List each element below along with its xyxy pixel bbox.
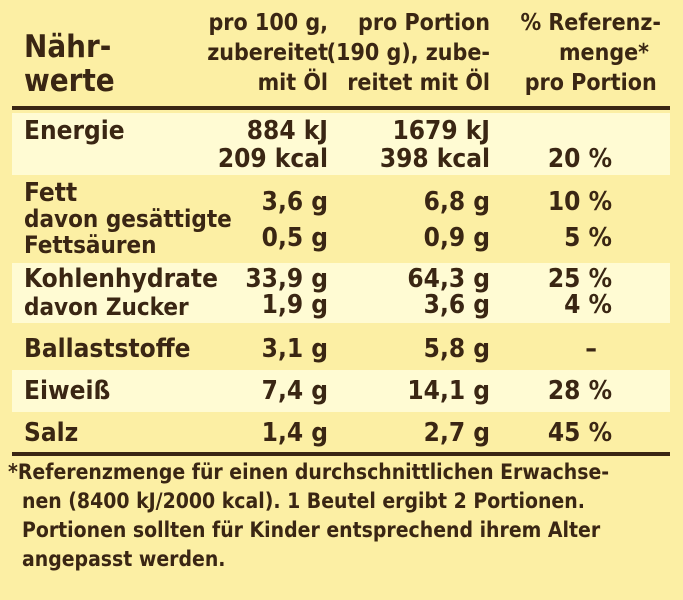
header-reference-line3: pro Portion xyxy=(524,70,657,96)
energie-portion-kcal: 398 kcal xyxy=(379,144,490,174)
band-energie xyxy=(12,113,670,175)
footnote-line2: nen (8400 kJ/2000 kcal). 1 Beutel ergibt… xyxy=(22,489,585,513)
kh-reference: 25 % xyxy=(547,264,612,294)
zucker-portion: 3,6 g xyxy=(423,290,490,320)
label-fettsaeuren: Fettsäuren xyxy=(24,231,157,259)
header-divider xyxy=(12,106,670,110)
header-per-100g-line1: pro 100 g, xyxy=(208,10,328,36)
salz-reference: 45 % xyxy=(547,418,612,448)
gesaettigt-reference: 5 % xyxy=(564,223,612,253)
salz-100g: 1,4 g xyxy=(261,418,328,448)
gesaettigt-100g: 0,5 g xyxy=(261,223,328,253)
band-eiweiss xyxy=(12,370,670,412)
label-fett: Fett xyxy=(24,178,78,208)
energie-reference: 20 % xyxy=(547,144,612,174)
gesaettigt-portion: 0,9 g xyxy=(423,223,490,253)
header-reference: % Referenz- menge* pro Portion xyxy=(520,8,661,98)
header-per-100g-line3: mit Öl xyxy=(257,70,328,96)
ballast-100g: 3,1 g xyxy=(261,334,328,364)
footer-divider xyxy=(12,452,670,456)
header-reference-line1: % Referenz- xyxy=(520,10,661,36)
header-per-portion-line1: pro Portion xyxy=(358,10,490,36)
salz-portion: 2,7 g xyxy=(423,418,490,448)
header-naehrwerte-line2: werte xyxy=(24,63,115,99)
header-per-100g: pro 100 g, zubereitet mit Öl xyxy=(207,8,328,98)
kh-portion: 64,3 g xyxy=(407,264,490,294)
fett-reference: 10 % xyxy=(547,187,612,217)
header-reference-line2: menge* xyxy=(558,40,649,66)
footnote-line3: Portionen sollten für Kinder entsprechen… xyxy=(22,518,601,542)
kh-100g: 33,9 g xyxy=(245,264,328,294)
label-kohlenhydrate: Kohlenhydrate xyxy=(24,264,218,294)
eiweiss-reference: 28 % xyxy=(547,376,612,406)
fett-portion: 6,8 g xyxy=(423,187,490,217)
band-kohlenhydrate xyxy=(12,263,670,323)
header-per-portion: pro Portion (190 g), zube- reitet mit Öl xyxy=(327,8,490,98)
footnote-line4: angepasst werden. xyxy=(22,547,226,571)
ballast-reference: – xyxy=(585,334,597,364)
label-ballaststoffe: Ballaststoffe xyxy=(24,334,191,364)
fett-100g: 3,6 g xyxy=(261,187,328,217)
label-eiweiss: Eiweiß xyxy=(24,376,111,406)
header-per-portion-line2: (190 g), zube- xyxy=(326,40,490,66)
zucker-reference: 4 % xyxy=(564,290,612,320)
energie-portion-kj: 1679 kJ xyxy=(392,116,491,146)
footnote: *Referenzmenge für einen durchschnittlic… xyxy=(8,458,672,574)
label-gesaettigte: davon gesättigte xyxy=(24,205,232,233)
header-naehrwerte: Nähr- werte xyxy=(24,30,115,98)
ballast-portion: 5,8 g xyxy=(423,334,490,364)
header-per-100g-line2: zubereitet xyxy=(207,40,328,66)
zucker-100g: 1,9 g xyxy=(261,290,328,320)
eiweiss-portion: 14,1 g xyxy=(407,376,490,406)
eiweiss-100g: 7,4 g xyxy=(261,376,328,406)
label-energie: Energie xyxy=(24,116,125,146)
header-naehrwerte-line1: Nähr- xyxy=(24,29,112,65)
energie-100g-kj: 884 kJ xyxy=(246,116,328,146)
label-salz: Salz xyxy=(24,418,79,448)
header-per-portion-line3: reitet mit Öl xyxy=(347,70,490,96)
energie-100g-kcal: 209 kcal xyxy=(217,144,328,174)
label-zucker: davon Zucker xyxy=(24,293,189,321)
footnote-line1: *Referenzmenge für einen durchschnittlic… xyxy=(8,460,610,484)
